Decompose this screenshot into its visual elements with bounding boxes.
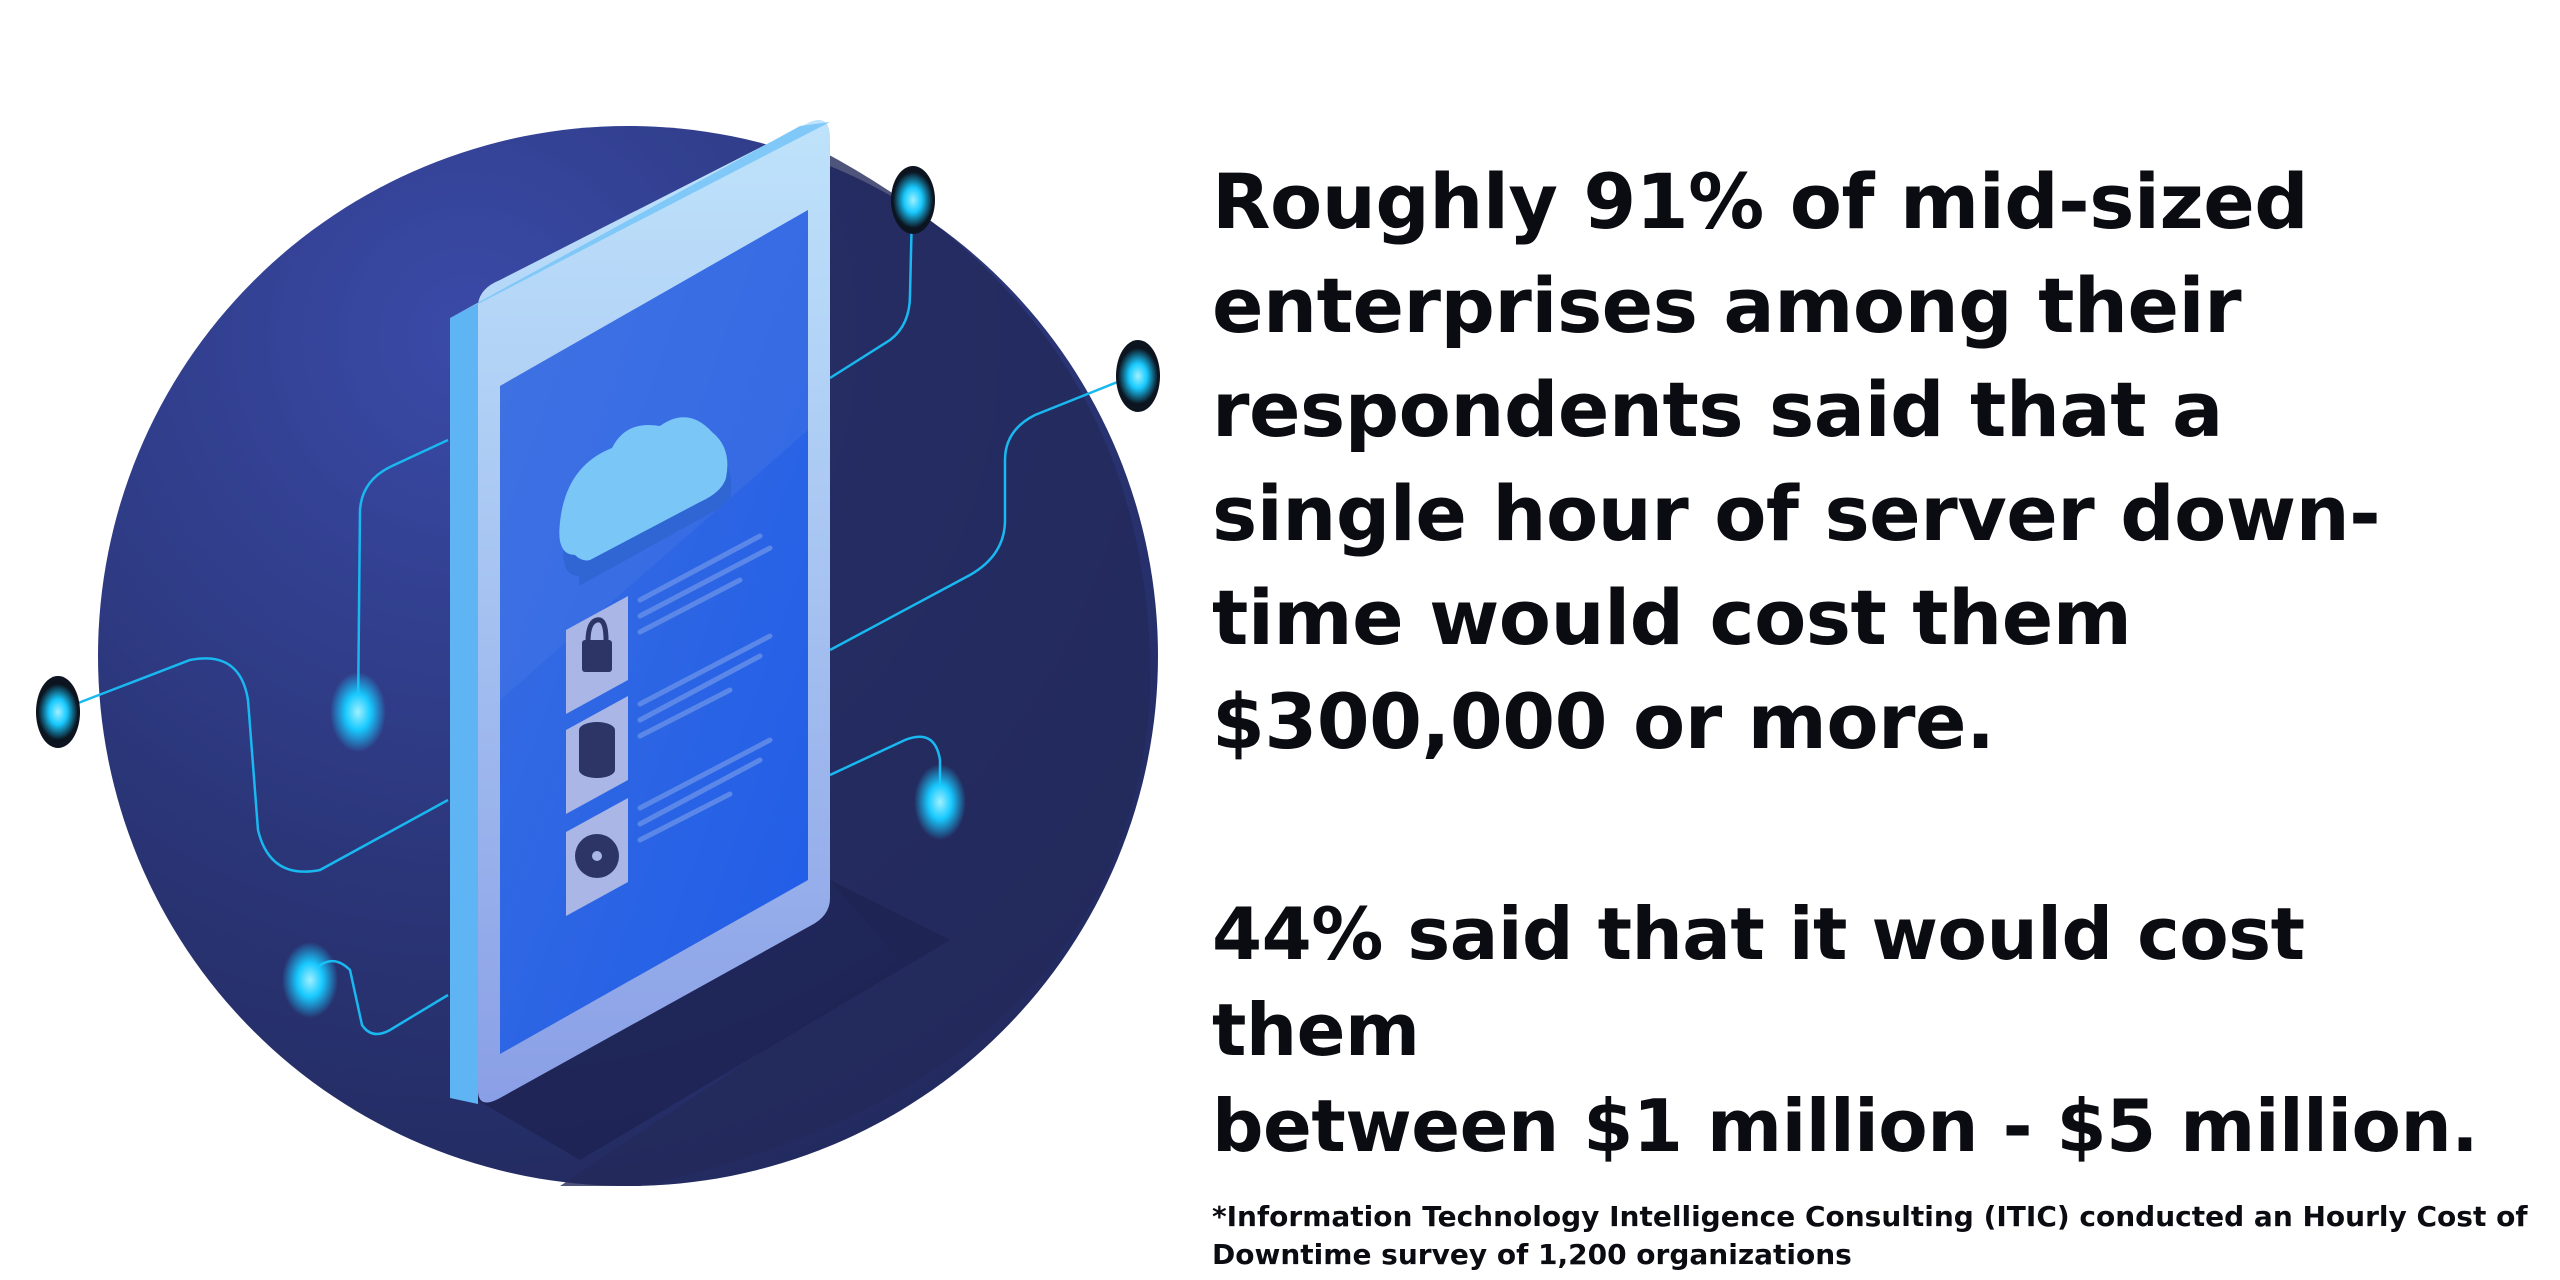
circuit-lines (59, 209, 1136, 1036)
stat-text: 44% said that it would cost them between… (1212, 886, 2532, 1174)
headline-line: single hour of server down- (1212, 469, 2381, 558)
headline-line: Roughly 91% of mid-sized (1212, 157, 2309, 246)
headline-line: $300,000 or more. (1212, 677, 1995, 766)
server-tablet-illustration (36, 120, 1160, 1186)
cloud-icon (559, 417, 732, 586)
stat-line: 44% said that it would cost them (1212, 892, 2305, 1072)
database-icon (566, 696, 628, 814)
stat-line: between $1 million - $5 million. (1212, 1084, 2479, 1168)
footnote: *Information Technology Intelligence Con… (1212, 1198, 2532, 1274)
headline-line: time would cost them (1212, 573, 2132, 662)
circle-shadow (560, 150, 1151, 1186)
disc-icon (566, 798, 628, 916)
headline-line: respondents said that a (1212, 365, 2223, 454)
tablet-shadow (460, 880, 950, 1160)
headline-line: enterprises among their (1212, 261, 2242, 350)
lock-icon (566, 596, 628, 714)
footnote-line: *Information Technology Intelligence Con… (1212, 1200, 2528, 1233)
circuit-nodes (36, 166, 1160, 1018)
screen-list (566, 533, 773, 916)
text-panel: Roughly 91% of mid-sized enterprises amo… (1212, 150, 2532, 1274)
headline: Roughly 91% of mid-sized enterprises amo… (1212, 150, 2532, 774)
footnote-line: Downtime survey of 1,200 organizations (1212, 1238, 1852, 1271)
